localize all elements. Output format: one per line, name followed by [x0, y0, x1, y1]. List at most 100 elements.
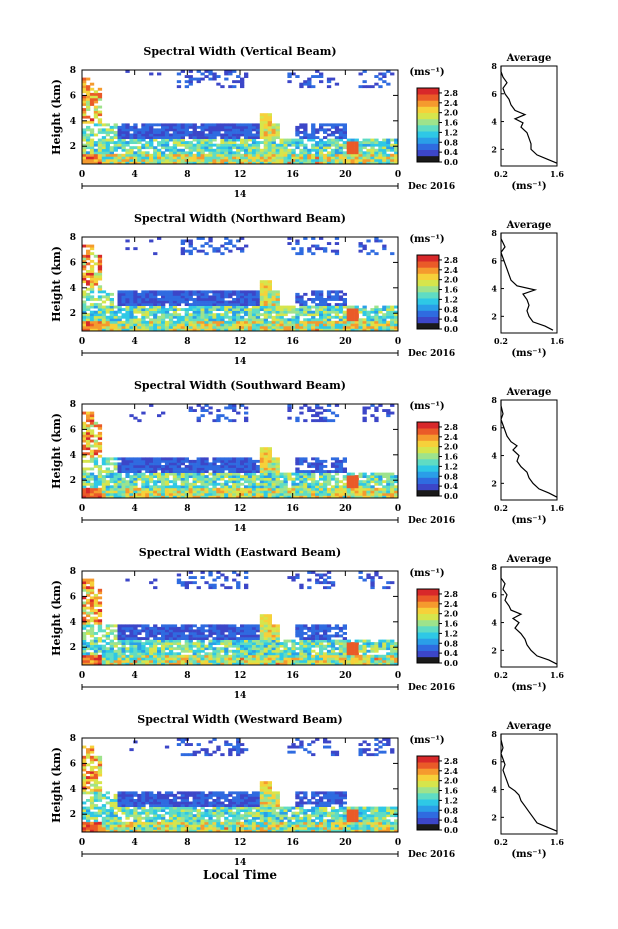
heatmap-cell: [113, 320, 118, 324]
heatmap-cell: [153, 133, 158, 137]
heatmap-cell: [224, 237, 229, 240]
heatmap-cell: [366, 406, 371, 410]
heatmap-cell: [323, 495, 328, 499]
heatmap-cell: [89, 287, 95, 291]
heatmap-cell: [220, 244, 225, 248]
heatmap-cell: [259, 323, 265, 327]
heatmap-cell: [307, 586, 312, 590]
heatmap-cell: [259, 487, 265, 491]
heatmap-cell: [275, 323, 280, 327]
heatmap-cell: [93, 662, 99, 666]
heatmap-cell: [346, 305, 351, 309]
heatmap-cell: [161, 659, 166, 663]
heatmap-cell: [212, 495, 217, 499]
heatmap-cell: [394, 323, 399, 327]
heatmap-cell: [196, 662, 201, 666]
heatmap-cell: [164, 153, 170, 157]
heatmap-cell: [255, 465, 261, 468]
heatmap-cell: [236, 308, 241, 311]
heatmap-cell: [370, 138, 375, 142]
heatmap-cell: [295, 313, 300, 317]
heatmap-cell: [334, 404, 340, 407]
heatmap-cell: [86, 475, 91, 478]
heatmap-cell: [323, 626, 328, 630]
heatmap-cell: [188, 465, 193, 468]
heatmap-cell: [129, 141, 134, 144]
heatmap-cell: [240, 320, 245, 324]
heatmap-cell: [267, 467, 272, 471]
heatmap-cell: [244, 624, 249, 628]
heatmap-cell: [299, 480, 304, 484]
heatmap-cell: [267, 313, 272, 317]
heatmap-cell: [113, 472, 118, 476]
heatmap-cell: [342, 315, 347, 319]
heatmap-cell: [390, 485, 395, 489]
heatmap-cell: [326, 308, 332, 311]
heatmap-cell: [153, 487, 158, 491]
heatmap-cell: [204, 133, 209, 137]
heatmap-cell: [86, 431, 91, 435]
heatmap-cell: [291, 328, 296, 332]
heatmap-cell: [89, 320, 95, 324]
heatmap-cell: [271, 315, 276, 319]
heatmap-cell: [200, 414, 205, 418]
heatmap-cell: [168, 146, 174, 150]
heatmap-cell: [200, 470, 205, 473]
heatmap-cell: [259, 472, 265, 476]
heatmap-cell: [133, 485, 138, 489]
heatmap-cell: [362, 151, 367, 155]
heatmap-cell: [141, 662, 146, 666]
heatmap-cell: [378, 161, 383, 165]
heatmap-cell: [263, 285, 268, 289]
heatmap-cell: [323, 632, 328, 635]
heatmap-cell: [267, 156, 272, 160]
heatmap-cell: [216, 414, 221, 418]
heatmap-cell: [97, 482, 103, 486]
heatmap-cell: [338, 642, 344, 645]
heatmap-cell: [82, 439, 87, 443]
heatmap-cell: [204, 647, 209, 651]
heatmap-cell: [259, 652, 265, 656]
heatmap-cell: [240, 303, 245, 306]
heatmap-cell: [326, 325, 332, 329]
heatmap-cell: [141, 308, 146, 311]
heatmap-cell: [109, 300, 114, 304]
heatmap-cell: [133, 290, 138, 294]
heatmap-cell: [303, 480, 308, 484]
heatmap-cell: [247, 323, 253, 327]
heatmap-cell: [303, 492, 308, 496]
heatmap-cell: [303, 495, 308, 499]
heatmap-cell: [86, 280, 91, 284]
heatmap-cell: [157, 462, 162, 466]
heatmap-cell: [334, 470, 340, 473]
heatmap-cell: [153, 652, 158, 656]
heatmap-cell: [271, 131, 276, 134]
heatmap-cell: [267, 454, 272, 458]
heatmap-cell: [366, 148, 371, 152]
heatmap-cell: [228, 292, 233, 296]
heatmap-cell: [204, 485, 209, 489]
heatmap-cell: [180, 148, 185, 152]
heatmap-cell: [164, 292, 170, 296]
heatmap-cell: [358, 72, 363, 76]
heatmap-cell: [247, 308, 253, 311]
heatmap-cell: [271, 156, 276, 160]
heatmap-cell: [192, 323, 197, 327]
heatmap-cell: [192, 305, 197, 309]
heatmap-cell: [295, 318, 300, 322]
heatmap-cell: [319, 303, 324, 306]
heatmap-cell: [374, 310, 379, 314]
heatmap-cell: [263, 457, 268, 461]
heatmap-cell: [255, 652, 261, 656]
heatmap-cell: [263, 120, 268, 124]
heatmap-cell: [295, 325, 300, 329]
heatmap-cell: [109, 148, 114, 152]
heatmap-cell: [342, 477, 347, 481]
heatmap-cell: [196, 475, 201, 478]
heatmap-cell: [145, 146, 150, 150]
heatmap-cell: [168, 303, 174, 306]
heatmap-cell: [311, 662, 316, 666]
heatmap-cell: [125, 467, 130, 471]
heatmap-cell: [145, 477, 150, 481]
heatmap-cell: [86, 598, 91, 602]
